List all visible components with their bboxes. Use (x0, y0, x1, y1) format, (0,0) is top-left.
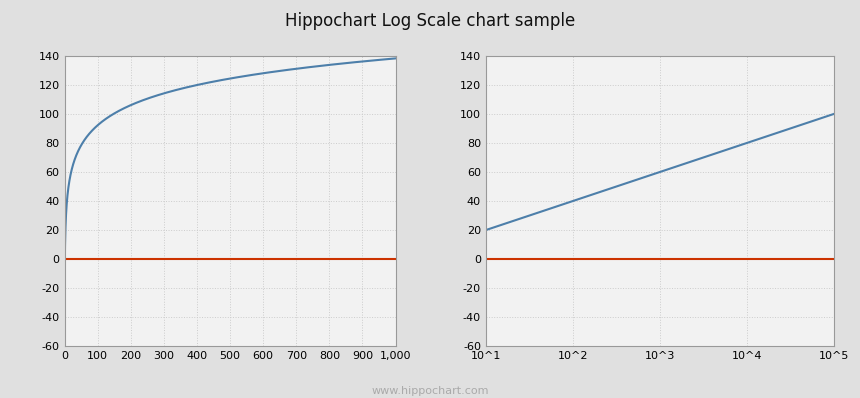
Text: www.hippochart.com: www.hippochart.com (372, 386, 488, 396)
Text: Hippochart Log Scale chart sample: Hippochart Log Scale chart sample (285, 12, 575, 30)
